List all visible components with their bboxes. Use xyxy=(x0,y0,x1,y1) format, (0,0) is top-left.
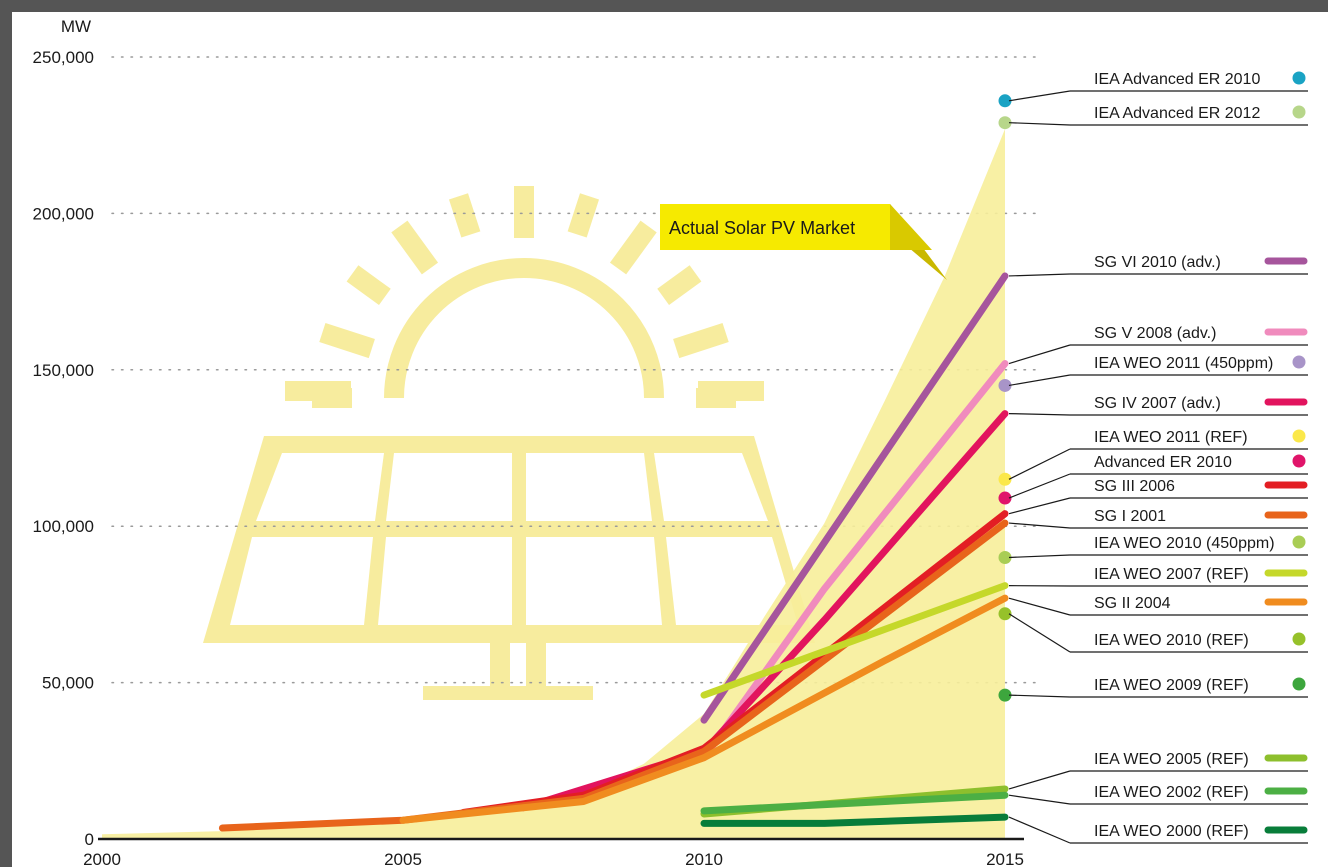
legend-label-iea-weo-2002-ref: IEA WEO 2002 (REF) xyxy=(1094,784,1249,801)
series-point-iea-advanced-er-2012 xyxy=(998,116,1012,130)
panel-stand-base-icon xyxy=(423,686,593,700)
x-tick-label: 2000 xyxy=(83,850,121,867)
series-line-sg-ii-2004 xyxy=(399,594,1009,824)
legend-swatch-iea-advanced-er-2010 xyxy=(1292,71,1306,85)
sun-ray-icon xyxy=(673,322,729,359)
legend-swatch-iea-advanced-er-2012 xyxy=(1292,105,1306,119)
y-tick-label: 250,000 xyxy=(33,48,94,67)
series-line-iea-weo-2002-ref xyxy=(700,791,1009,815)
series-point-iea-weo-2010-450ppm xyxy=(998,550,1012,564)
series-point-iea-weo-2010-ref xyxy=(998,607,1012,621)
legend-label-iea-weo-2009-ref: IEA WEO 2009 (REF) xyxy=(1094,677,1249,694)
panel-stand-left-icon xyxy=(490,643,510,686)
sun-ray-icon xyxy=(657,265,702,305)
sun-ray-icon xyxy=(391,220,439,275)
callout-label: Actual Solar PV Market xyxy=(669,218,855,238)
legend-leader-line xyxy=(1008,816,1071,844)
legend-label-iea-weo-2010-450ppm: IEA WEO 2010 (450ppm) xyxy=(1094,535,1275,552)
chart-container: 0 50,000 100,000 150,000 200,000 250,000 MW 200… xyxy=(12,12,1328,867)
series-line-iea-weo-2000-ref xyxy=(700,813,1009,827)
legend-label-iea-weo-2005-ref: IEA WEO 2005 (REF) xyxy=(1094,751,1249,768)
solar-panel-cell-icon xyxy=(666,537,798,625)
solar-panel-cell-icon xyxy=(256,453,384,521)
solar-pv-chart: 0 50,000 100,000 150,000 200,000 250,000 MW 200… xyxy=(33,17,1308,867)
legend-leader-line xyxy=(1008,597,1071,616)
x-tick-label: 2010 xyxy=(685,850,723,867)
legend-swatch-iea-weo-2009-ref xyxy=(1292,677,1306,691)
legend-swatch-iea-weo-2011-450ppm xyxy=(1292,355,1306,369)
legend-leader-line xyxy=(1008,554,1071,559)
sun-ray-icon xyxy=(609,220,657,275)
y-tick-label: 50,000 xyxy=(42,674,94,693)
legend-label-sg-i-2001: SG I 2001 xyxy=(1094,508,1166,525)
sun-ray-icon xyxy=(567,193,600,238)
series-point-iea-weo-2009-ref xyxy=(998,688,1012,702)
solar-panel-cell-icon xyxy=(526,453,652,521)
legend-leader-line xyxy=(1008,374,1071,387)
sun-ray-icon xyxy=(448,193,481,238)
legend-label-iea-weo-2011-ref: IEA WEO 2011 (REF) xyxy=(1094,429,1248,446)
legend-label-sg-vi-2010-adv: SG VI 2010 (adv.) xyxy=(1094,254,1221,271)
legend-label-iea-weo-2000-ref: IEA WEO 2000 (REF) xyxy=(1094,823,1249,840)
sun-ray-icon xyxy=(346,265,391,305)
legend-label-sg-v-2008-adv: SG V 2008 (adv.) xyxy=(1094,325,1216,342)
y-tick-label: 150,000 xyxy=(33,361,94,380)
legend-label-sg-iv-2007-adv: SG IV 2007 (adv.) xyxy=(1094,395,1221,412)
series-point-iea-advanced-er-2010 xyxy=(998,94,1012,108)
legend-label-iea-weo-2011-450ppm: IEA WEO 2011 (450ppm) xyxy=(1094,355,1273,372)
legend-swatch-iea-weo-2010-450ppm xyxy=(1292,535,1306,549)
sun-ray-icon xyxy=(319,322,375,359)
series-line-iea-weo-2007-ref xyxy=(700,582,1009,699)
series-point-iea-weo-2011-450ppm xyxy=(998,378,1012,392)
legend-label-iea-weo-2007-ref: IEA WEO 2007 (REF) xyxy=(1094,566,1249,583)
legend-label-iea-advanced-er-2012: IEA Advanced ER 2012 xyxy=(1094,105,1260,122)
sun-base-left-icon xyxy=(285,381,351,401)
series-point-advanced-er-2010 xyxy=(998,491,1012,505)
series-line-sg-vi-2010-adv xyxy=(700,272,1009,724)
legend-label-sg-ii-2004: SG II 2004 xyxy=(1094,595,1171,612)
sun-base-right-icon xyxy=(698,381,764,401)
y-tick-label: 200,000 xyxy=(33,204,94,223)
solar-panel-cell-icon xyxy=(378,537,512,625)
legend-leader-line xyxy=(1008,613,1071,653)
legend-leader-line xyxy=(1008,273,1071,277)
panel-stand-right-icon xyxy=(526,643,546,686)
legend-leader-line xyxy=(1008,497,1071,515)
x-tick-label: 2015 xyxy=(986,850,1024,867)
legend-swatch-iea-weo-2011-ref xyxy=(1292,429,1306,443)
solar-panel-cell-icon xyxy=(230,537,373,625)
series-line-sg-iv-2007-adv xyxy=(519,410,1009,812)
callout-fold-icon xyxy=(890,204,932,250)
x-tick-label: 2005 xyxy=(384,850,422,867)
actual-market-area xyxy=(102,128,1005,840)
legend-swatch-iea-weo-2010-ref xyxy=(1292,632,1306,646)
legend-label-iea-advanced-er-2010: IEA Advanced ER 2010 xyxy=(1094,71,1260,88)
legend-leader-line xyxy=(1008,122,1071,126)
legend-leader-line xyxy=(1008,770,1071,790)
solar-panel-cell-icon xyxy=(526,537,662,625)
legend-label-advanced-er-2010: Advanced ER 2010 xyxy=(1094,454,1232,471)
legend-leader-line xyxy=(1008,694,1071,698)
legend-leader-line xyxy=(1008,473,1071,499)
y-tick-label: 100,000 xyxy=(33,517,94,536)
legend-leader-line xyxy=(1008,412,1071,416)
legend-leader-line xyxy=(1008,794,1071,805)
legend-swatch-advanced-er-2010 xyxy=(1292,454,1306,468)
solar-panel-cell-icon xyxy=(654,453,768,521)
y-axis-label: MW xyxy=(61,17,91,36)
series-point-iea-weo-2011-ref xyxy=(998,472,1012,486)
y-tick-label: 0 xyxy=(85,830,94,849)
legend-leader-line xyxy=(1008,448,1071,480)
legend-leader-line xyxy=(1008,522,1071,529)
legend-label-iea-weo-2010-ref: IEA WEO 2010 (REF) xyxy=(1094,632,1249,649)
legend-label-sg-iii-2006: SG III 2006 xyxy=(1094,478,1175,495)
legend-leader-line xyxy=(1008,90,1071,102)
solar-panel-cell-icon xyxy=(386,453,512,521)
legend-leader-line xyxy=(1008,344,1071,365)
sun-arc-icon xyxy=(384,258,664,399)
callout-box xyxy=(660,204,890,250)
